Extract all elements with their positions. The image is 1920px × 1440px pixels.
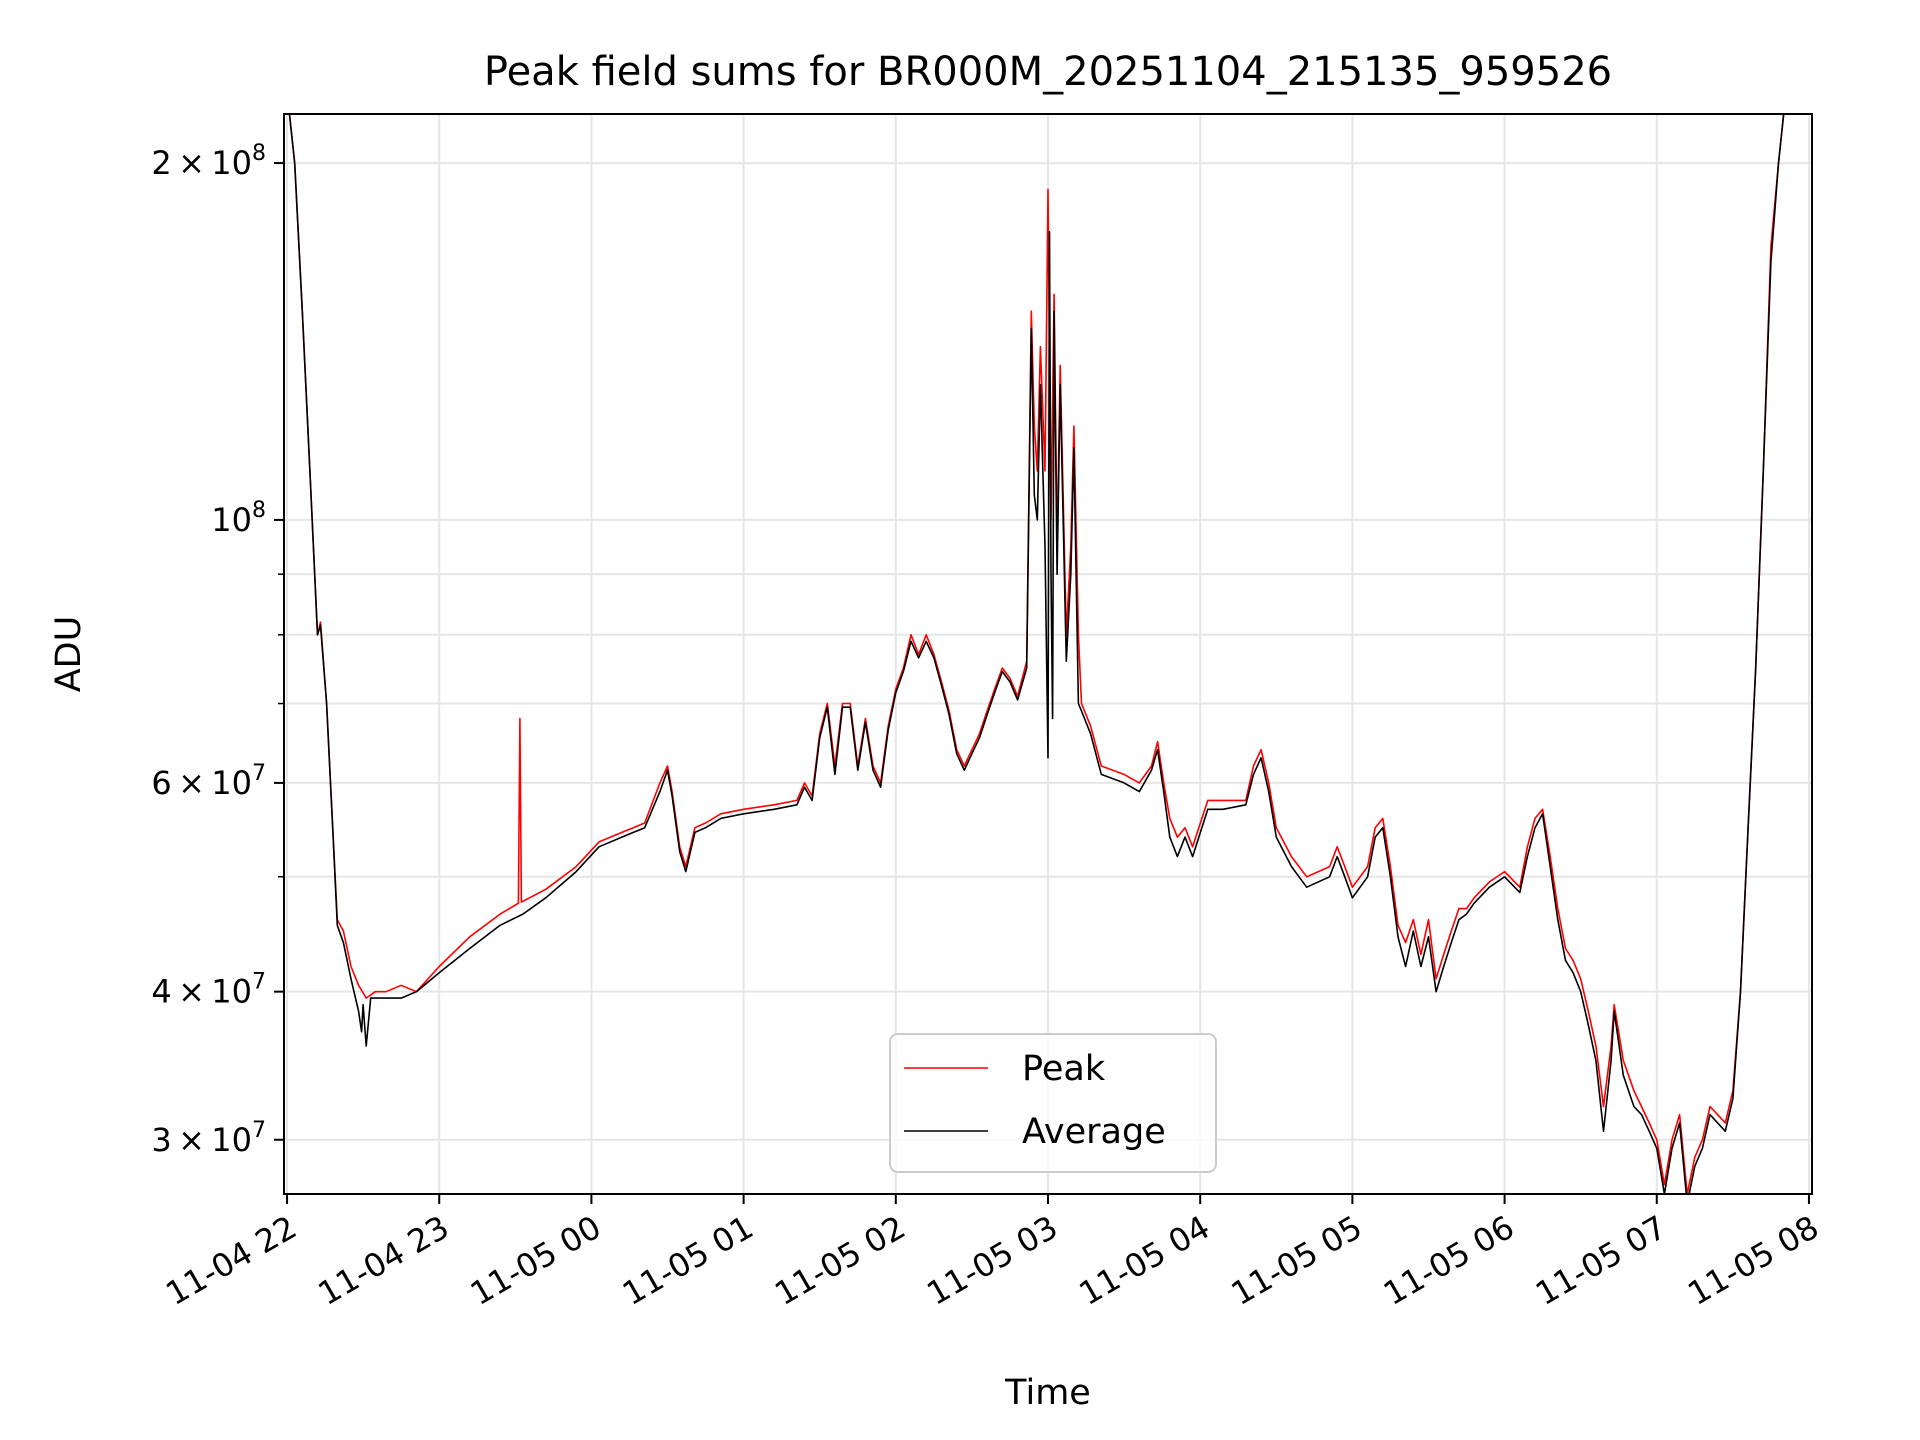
y-tick-label: 3 × 107 xyxy=(151,1118,266,1159)
legend-label-average: Average xyxy=(1022,1112,1166,1152)
series-layer xyxy=(288,114,1785,1194)
y-tick-label: 108 xyxy=(211,498,266,539)
y-tick-label: 6 × 107 xyxy=(151,761,266,802)
series-line-average xyxy=(288,114,1785,1194)
y-axis-label: ADU xyxy=(49,616,89,693)
y-axis: 3 × 107 4 × 107 6 × 107 108 2 × 108 xyxy=(151,141,284,1159)
y-tick-label: 2 × 108 xyxy=(151,141,266,182)
y-tick-label: 4 × 107 xyxy=(151,970,266,1011)
legend: Peak Average xyxy=(889,1033,1217,1173)
x-axis-label: Time xyxy=(1004,1373,1091,1413)
chart-title: Peak field sums for BR000M_20251104_2151… xyxy=(484,49,1612,95)
legend-label-peak: Peak xyxy=(1022,1049,1106,1089)
